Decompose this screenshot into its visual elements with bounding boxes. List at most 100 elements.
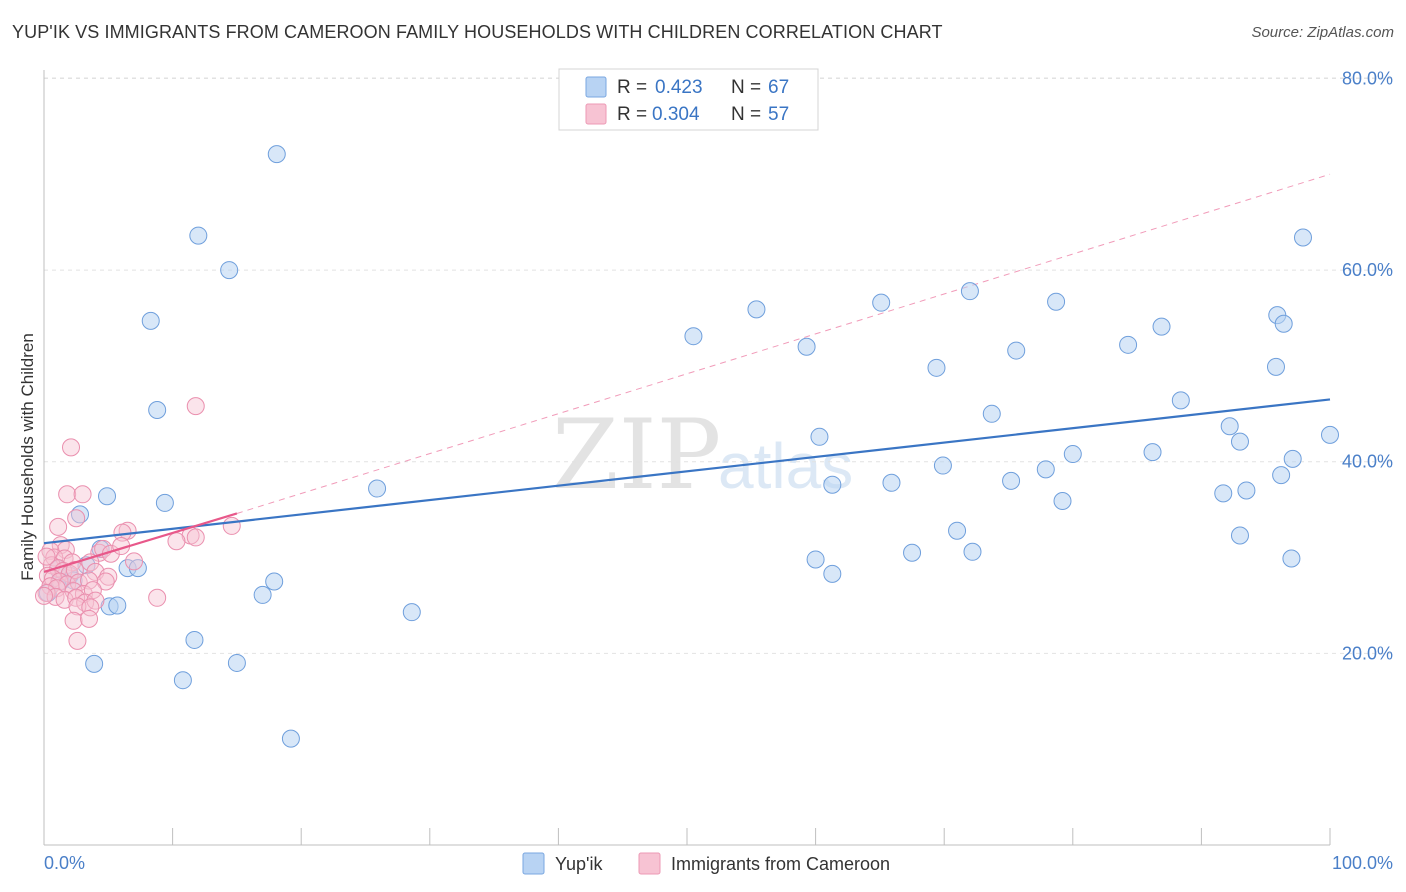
series-cameroon-points [35, 397, 241, 650]
yupik-point-21 [1220, 417, 1239, 436]
x-tick-label-min: 0.0% [44, 853, 85, 873]
yupik-point-44 [1282, 549, 1301, 568]
yupik-point-33 [1002, 471, 1021, 490]
yupik-point-4 [1293, 228, 1312, 247]
yupik-point-29 [1143, 443, 1162, 462]
yupik-point-61 [227, 653, 246, 672]
cameroon-point-2 [58, 485, 77, 504]
cameroon-point-52 [222, 516, 241, 535]
cameroon-point-55 [37, 547, 56, 566]
yupik-point-26 [933, 456, 952, 475]
yupik-point-58 [402, 603, 421, 622]
watermark-zip: ZIP [552, 399, 721, 511]
yupik-point-39 [155, 493, 174, 512]
yupik-point-43 [1230, 526, 1249, 545]
cameroon-point-27 [99, 567, 118, 586]
legend-n-value-1: 67 [768, 77, 789, 98]
yupik-point-3 [141, 311, 160, 330]
yupik-point-17 [927, 358, 946, 377]
yupik-point-13 [797, 337, 816, 356]
legend-r-label-2: R = [617, 104, 647, 125]
yupik-point-47 [823, 564, 842, 583]
gridlines [44, 77, 1393, 654]
bottom-legend-label-yupik: Yup'ik [555, 854, 603, 874]
legend-r-value-2: 0.304 [652, 104, 700, 125]
yupik-point-63 [281, 729, 300, 748]
yupik-point-30 [1272, 466, 1291, 485]
yupik-point-14 [1119, 335, 1138, 354]
yupik-point-31 [823, 475, 842, 494]
y-axis-title: Family Households with Children [18, 333, 37, 581]
yupik-point-19 [148, 400, 167, 419]
legend-n-value-2: 57 [768, 104, 789, 125]
yupik-point-62 [173, 671, 192, 690]
y-tick-labels: 20.0% 40.0% 60.0% 80.0% [1342, 68, 1393, 663]
yupik-point-22 [1283, 449, 1302, 468]
yupik-point-32 [882, 473, 901, 492]
bottom-legend-swatch-yupik [522, 852, 545, 875]
yupik-point-41 [948, 521, 967, 540]
cameroon-point-51 [68, 631, 87, 650]
trendlines-solid [43, 398, 1331, 573]
yupik-point-1 [189, 226, 208, 245]
yupik-point-2 [220, 261, 239, 280]
cameroon-point-1 [62, 438, 81, 457]
legend-swatch-yupik [585, 76, 607, 98]
yupik-point-25 [810, 427, 829, 446]
bottom-legend-swatch-cameroon [638, 852, 661, 875]
trendline-yupik [43, 398, 1331, 545]
cameroon-point-50 [80, 609, 99, 628]
series-yupik-points [38, 145, 1339, 748]
series-legend: Yup'ik Immigrants from Cameroon [522, 852, 890, 875]
legend-r-value-1: 0.423 [655, 77, 703, 98]
yupik-point-9 [1047, 292, 1066, 311]
x-tick-label-max: 100.0% [1332, 853, 1393, 873]
yupik-point-7 [1266, 357, 1285, 376]
cameroon-point-48 [81, 598, 100, 617]
cameroon-point-5 [49, 517, 68, 536]
chart-title: YUP'IK VS IMMIGRANTS FROM CAMEROON FAMIL… [12, 22, 943, 42]
cameroon-point-56 [35, 586, 53, 605]
yupik-point-6 [1274, 314, 1293, 333]
yupik-point-10 [872, 293, 891, 312]
yupik-point-23 [1321, 425, 1339, 444]
yupik-point-28 [1063, 445, 1082, 464]
cameroon-point-47 [68, 597, 87, 616]
bottom-legend-label-cameroon: Immigrants from Cameroon [671, 854, 890, 874]
cameroon-point-0 [186, 397, 205, 416]
cameroon-point-40 [37, 583, 56, 602]
yupik-point-34 [1214, 484, 1233, 503]
cameroon-point-3 [73, 485, 92, 504]
cameroon-point-4 [67, 509, 86, 528]
yupik-point-27 [1036, 460, 1055, 479]
yupik-point-15 [1152, 317, 1171, 336]
yupik-point-55 [253, 585, 272, 604]
trendline-cameroon-extrapolated [236, 173, 1331, 514]
cameroon-point-46 [148, 588, 167, 607]
legend-n-label-1: N = [731, 77, 761, 98]
yupik-point-59 [185, 630, 204, 649]
yupik-point-37 [368, 479, 387, 498]
cameroon-point-9 [167, 532, 186, 551]
yupik-point-54 [265, 572, 284, 591]
source-credit: Source: ZipAtlas.com [1251, 24, 1394, 41]
yupik-point-60 [85, 654, 104, 673]
cameroon-point-49 [64, 611, 83, 630]
yupik-point-45 [903, 543, 922, 562]
legend-n-label-2: N = [731, 104, 761, 125]
yupik-point-57 [108, 596, 127, 615]
yupik-point-35 [1237, 481, 1256, 500]
stats-legend: R = 0.423 N = 67 R = 0.304 N = 57 [558, 68, 819, 131]
yupik-point-8 [960, 282, 979, 301]
yupik-point-20 [982, 404, 1001, 423]
yupik-point-0 [267, 145, 286, 164]
yupik-point-36 [1053, 492, 1072, 511]
yupik-point-46 [806, 550, 825, 569]
cameroon-point-20 [125, 552, 144, 571]
yupik-point-18 [1171, 391, 1190, 410]
trendline-cameroon [43, 512, 238, 573]
y-tick-label-20: 20.0% [1342, 643, 1393, 663]
yupik-point-11 [747, 300, 766, 319]
trendlines-dashed [236, 173, 1331, 514]
